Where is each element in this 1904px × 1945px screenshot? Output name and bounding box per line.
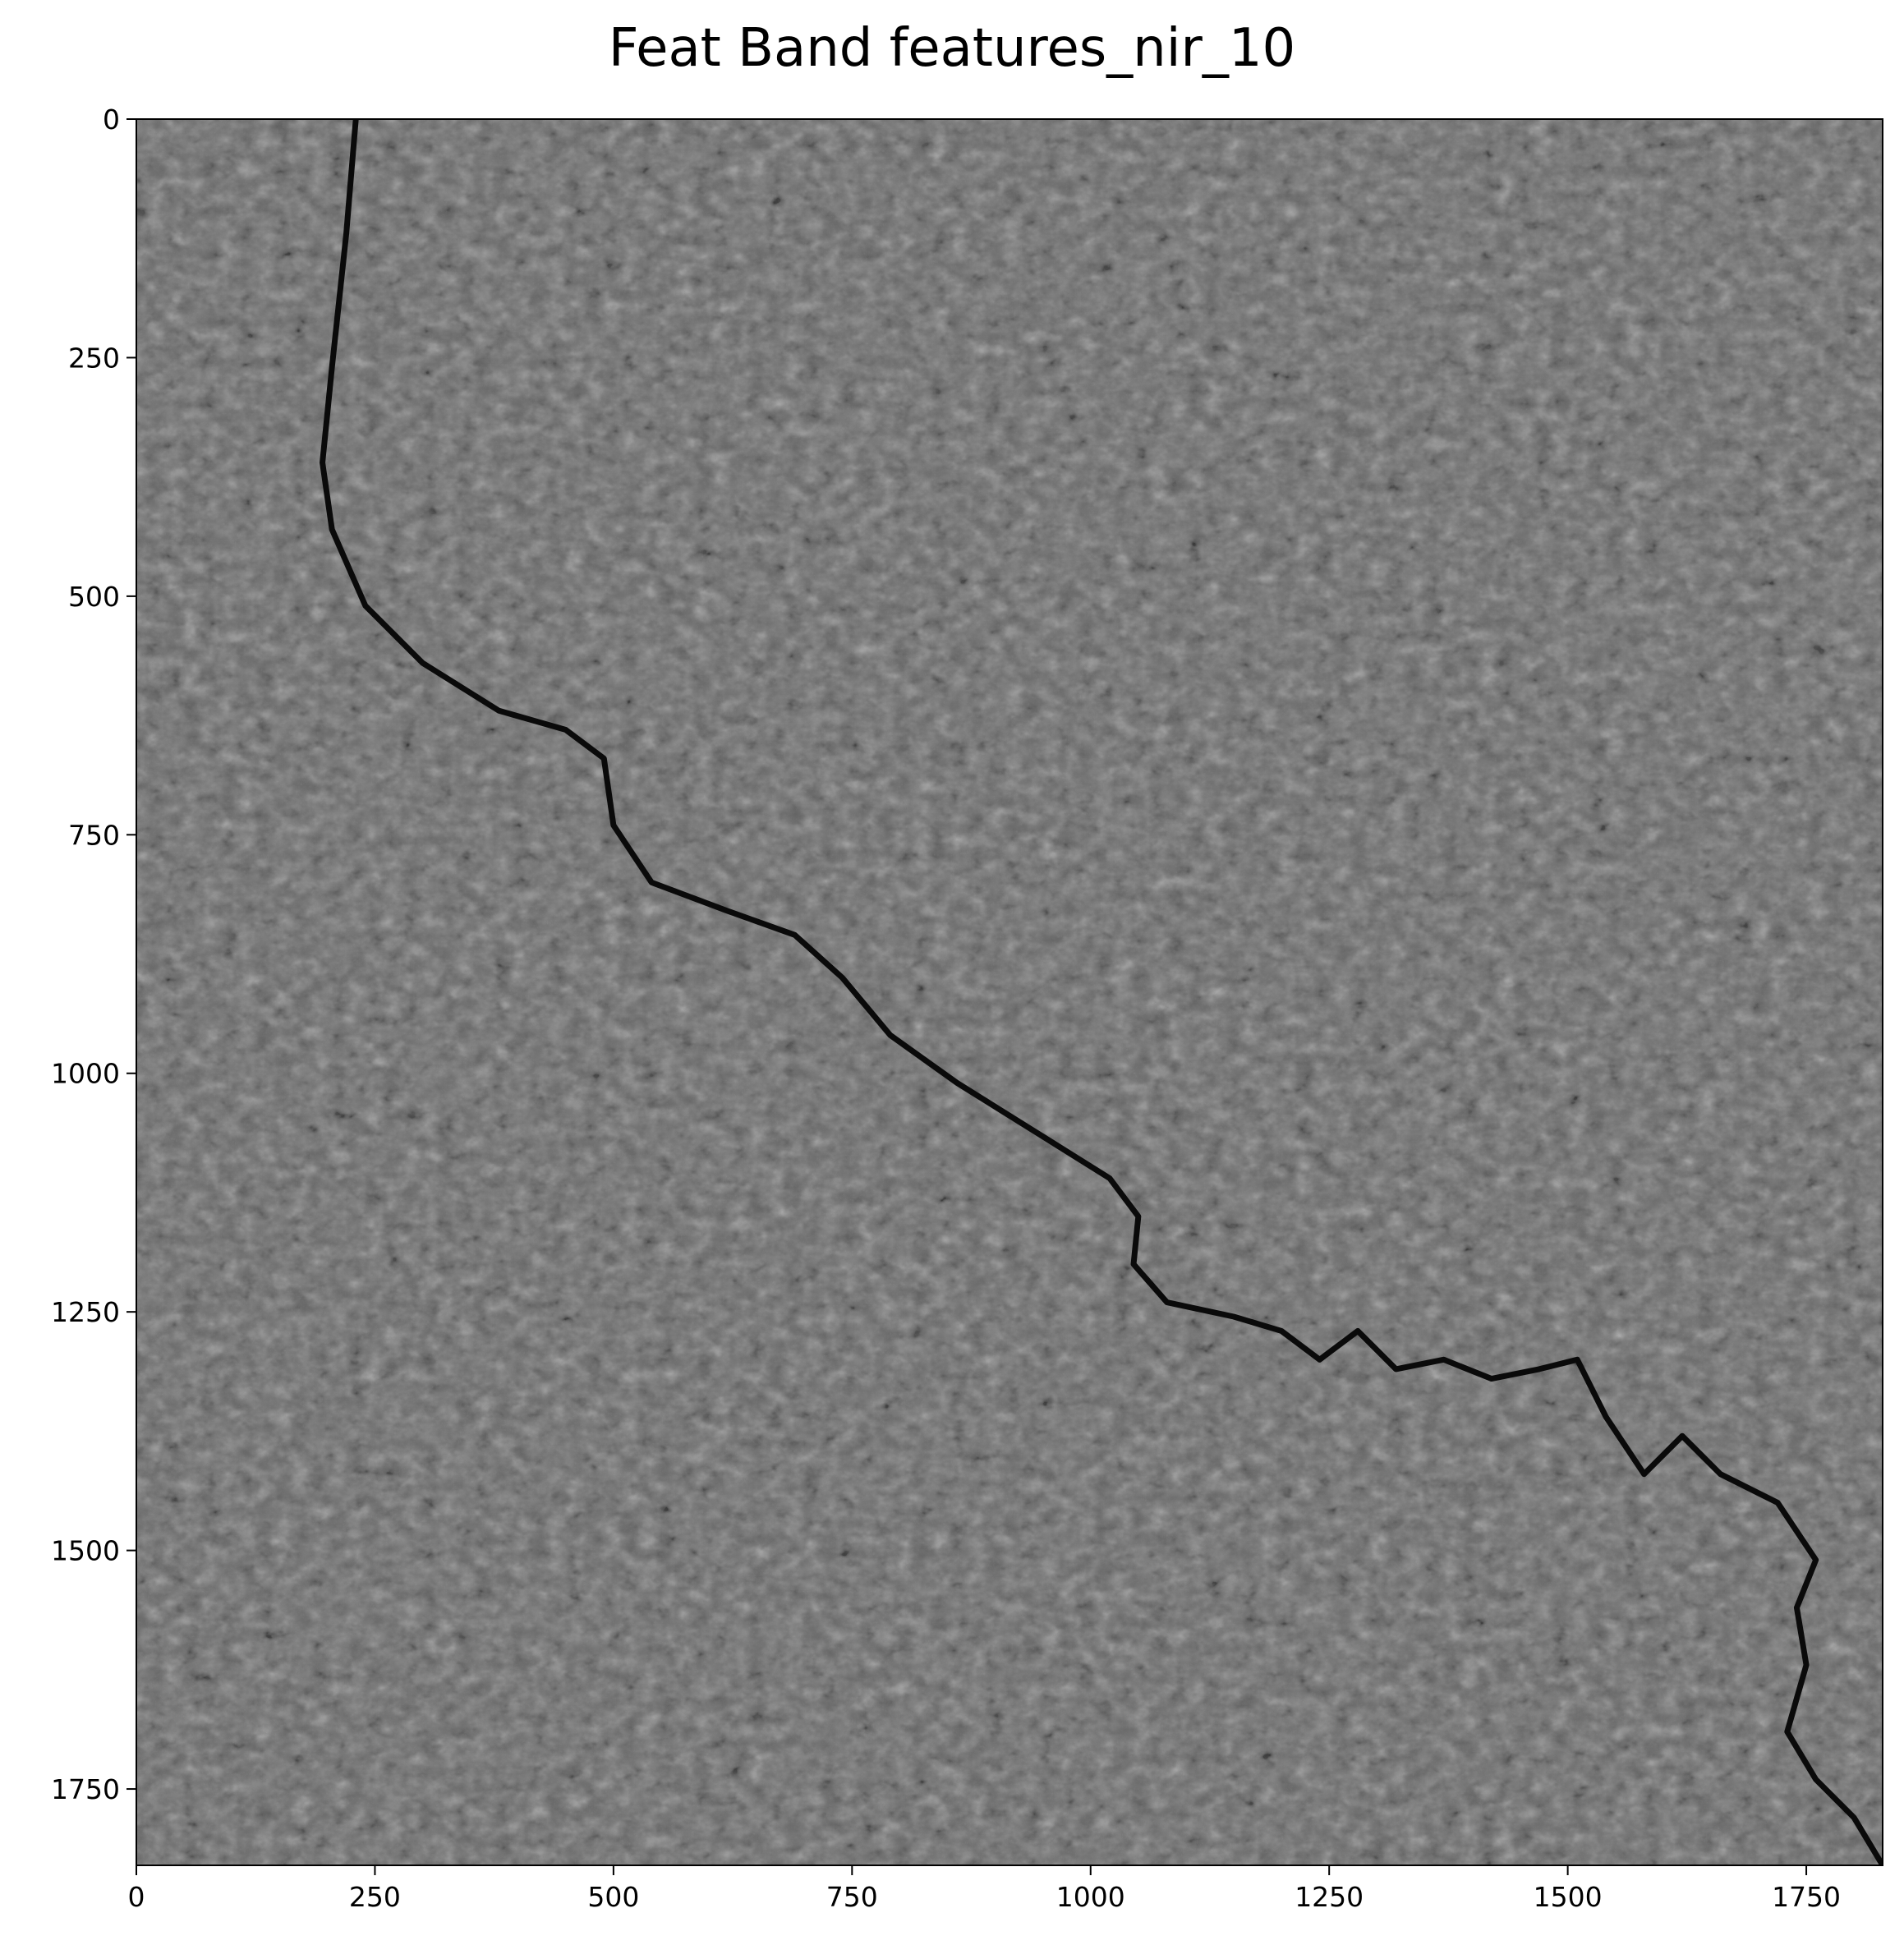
x-tick-label: 500 xyxy=(587,1881,639,1913)
y-axis: 0 250 500 750 1000 1250 1500 1750 xyxy=(51,103,136,1805)
x-tick-label: 0 xyxy=(128,1881,145,1913)
image-fine-texture xyxy=(136,119,1883,1865)
satellite-image xyxy=(136,119,1883,1865)
x-tick-label: 1250 xyxy=(1295,1881,1364,1913)
x-tick-label: 1750 xyxy=(1772,1881,1841,1913)
x-axis: 0 250 500 750 1000 1250 1500 1750 xyxy=(128,1865,1841,1913)
chart-title: Feat Band features_nir_10 xyxy=(608,18,1296,79)
x-tick-label: 1500 xyxy=(1534,1881,1603,1913)
river-layer xyxy=(320,119,1883,1865)
y-tick-label: 1750 xyxy=(51,1773,120,1805)
y-tick-label: 0 xyxy=(103,103,120,136)
river-line xyxy=(320,119,1883,1865)
y-tick-label: 750 xyxy=(68,819,120,851)
y-tick-label: 500 xyxy=(68,581,120,613)
y-tick-label: 1500 xyxy=(51,1535,120,1567)
y-tick-label: 250 xyxy=(68,342,120,374)
x-tick-label: 750 xyxy=(826,1881,878,1913)
y-tick-label: 1000 xyxy=(51,1058,120,1090)
x-tick-label: 250 xyxy=(349,1881,401,1913)
plot-frame xyxy=(136,118,1883,1866)
x-tick-label: 1000 xyxy=(1056,1881,1125,1913)
y-tick-label: 1250 xyxy=(51,1296,120,1328)
